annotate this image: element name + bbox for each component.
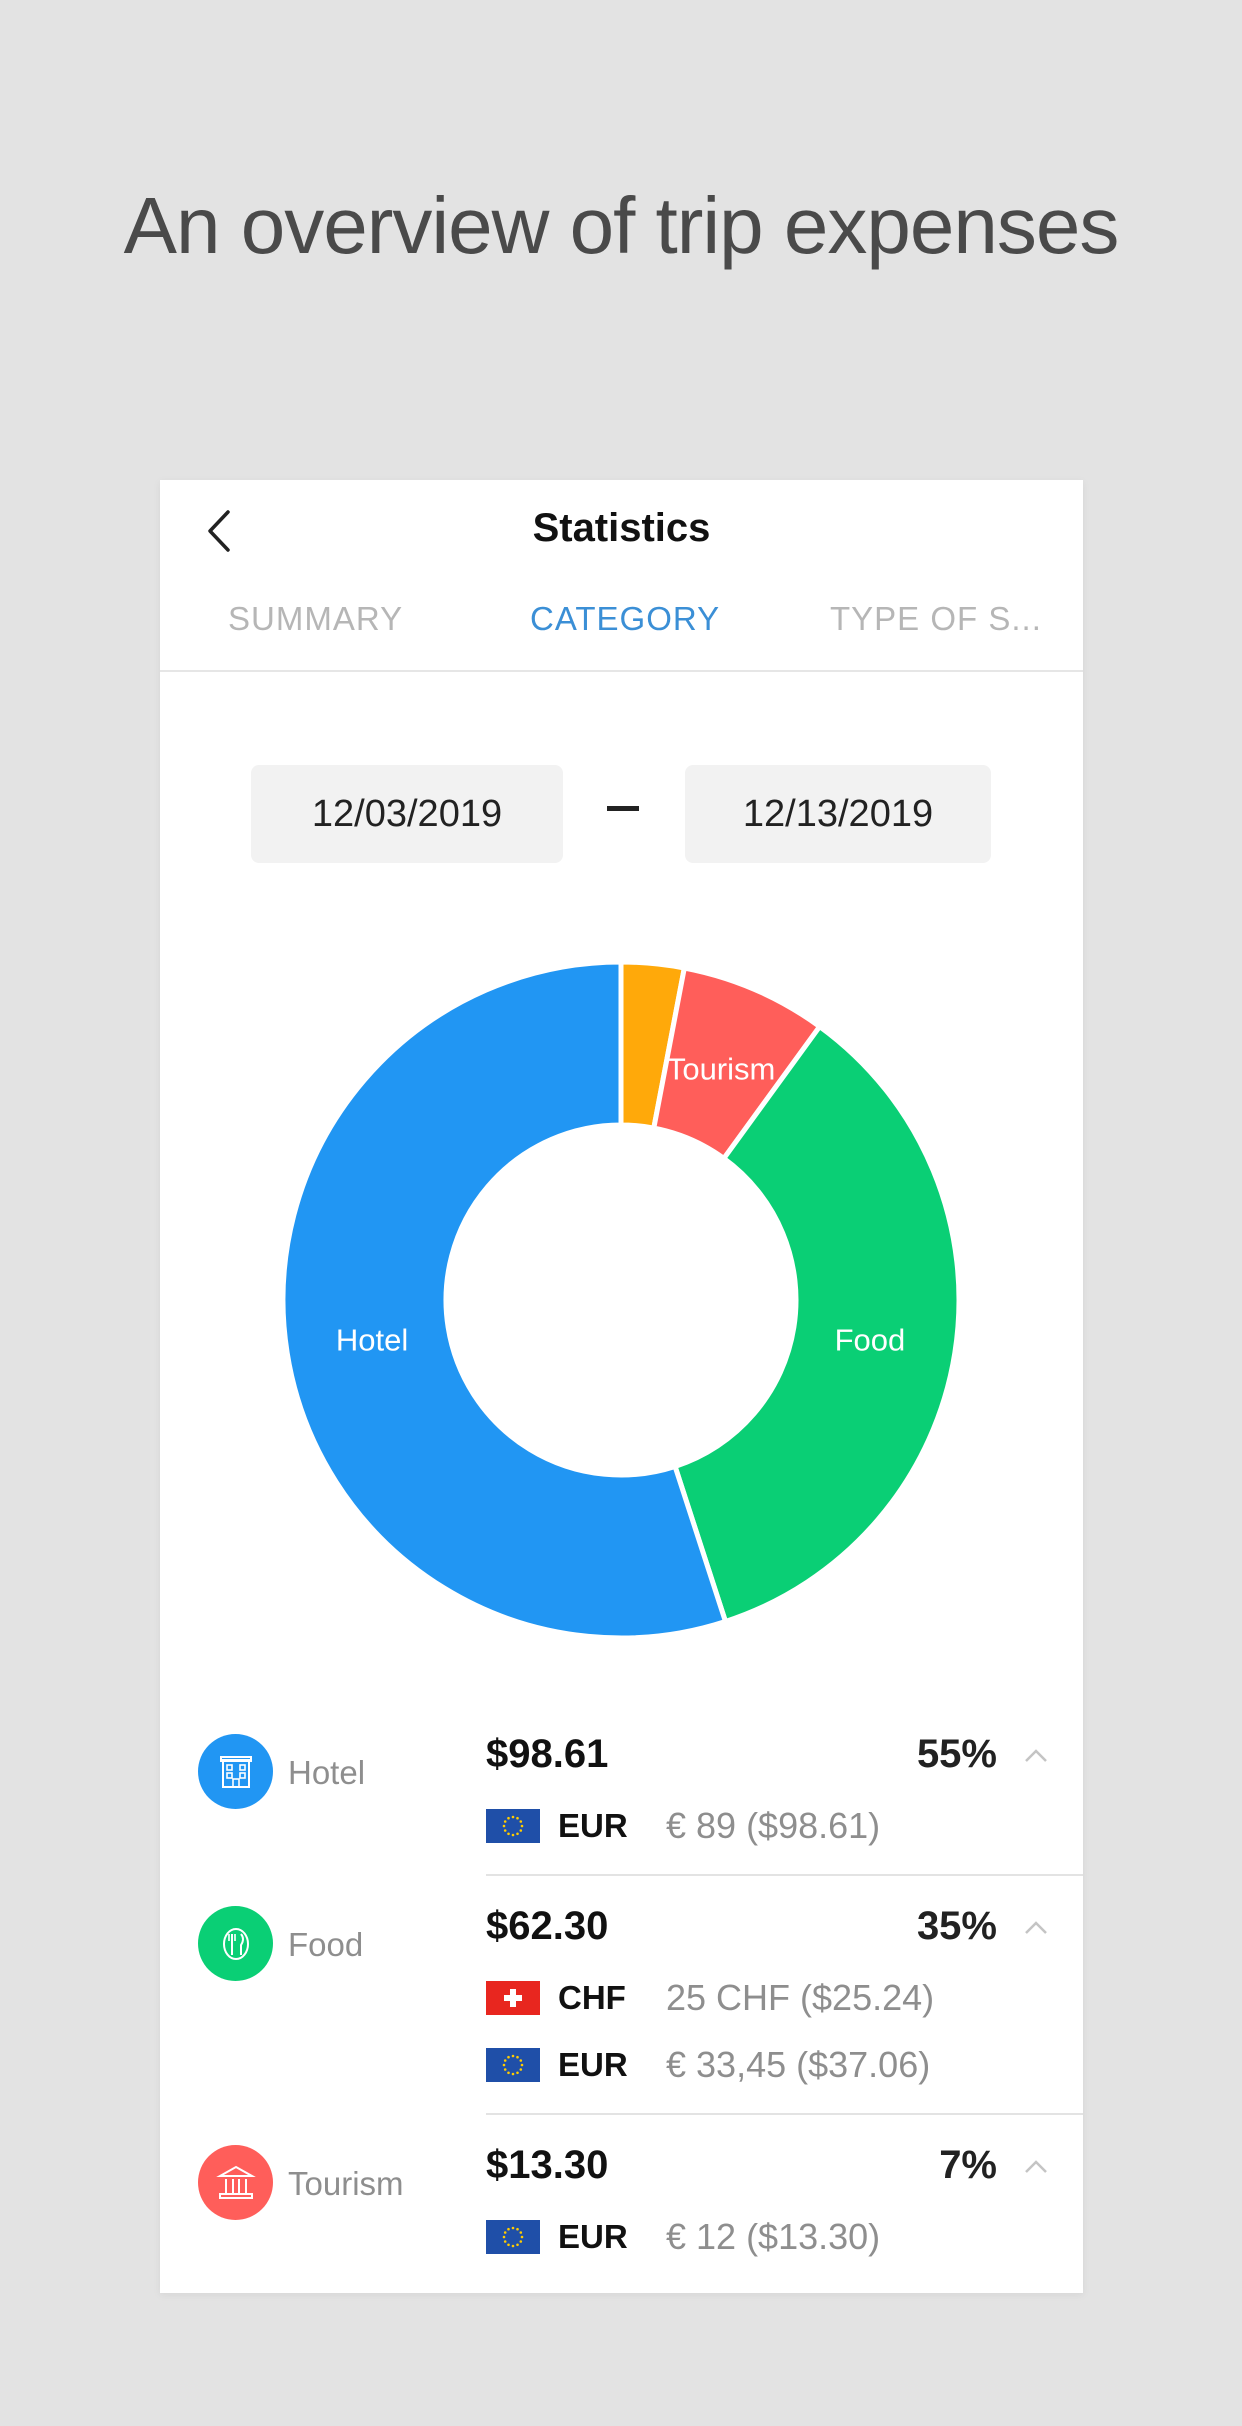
end-date-field[interactable]: 12/13/2019 — [685, 765, 991, 863]
back-button[interactable] — [196, 506, 246, 556]
eu-flag-icon — [486, 1809, 540, 1843]
hotel-icon — [198, 1734, 273, 1809]
category-percent: 7% — [939, 2143, 997, 2187]
category-amount: $13.30 — [486, 2143, 609, 2187]
currency-line: EUR € 89 ($98.61) — [486, 1805, 881, 1846]
chevron-left-icon — [208, 510, 230, 552]
tab-bar: SUMMARY CATEGORY TYPE OF S... — [160, 600, 1083, 672]
row-divider — [486, 1874, 1083, 1876]
currency-code: CHF — [558, 1979, 626, 2016]
date-range-separator — [607, 806, 639, 811]
app-screen: Statistics SUMMARY CATEGORY TYPE OF S...… — [160, 480, 1083, 2293]
currency-value: € 12 ($13.30) — [666, 2216, 881, 2257]
category-amount: $98.61 — [486, 1732, 609, 1776]
category-percent: 55% — [916, 1732, 997, 1776]
currency-value: € 33,45 ($37.06) — [666, 2044, 931, 2085]
donut-slice-food[interactable] — [671, 1023, 962, 1625]
currency-value: 25 CHF ($25.24) — [666, 1977, 935, 2018]
currency-value: € 89 ($98.61) — [666, 1805, 881, 1846]
screen-title: Statistics — [532, 506, 711, 550]
page-headline: An overview of trip expenses — [123, 181, 1120, 270]
currency-code: EUR — [558, 2218, 628, 2255]
tab-summary[interactable]: SUMMARY — [228, 600, 404, 637]
category-percent: 35% — [916, 1904, 997, 1948]
tab-category[interactable]: CATEGORY — [530, 600, 721, 637]
category-amount: $62.30 — [486, 1904, 609, 1948]
eu-flag-icon — [486, 2048, 540, 2082]
donut-label-tourism: Tourism — [667, 1052, 776, 1087]
tab-type-of-spending[interactable]: TYPE OF S... — [830, 600, 1042, 637]
category-name: Tourism — [288, 2165, 404, 2202]
food-icon — [198, 1906, 273, 1981]
swiss-flag-icon — [486, 1981, 540, 2015]
currency-code: EUR — [558, 1807, 628, 1844]
nav-bar: Statistics — [160, 480, 1083, 580]
row-divider — [486, 2113, 1083, 2115]
category-donut-chart: Tourism Food Hotel — [280, 959, 962, 1641]
eu-flag-icon — [486, 2220, 540, 2254]
category-name: Food — [288, 1926, 364, 1963]
donut-slice-hotel[interactable] — [280, 959, 729, 1641]
donut-label-hotel: Hotel — [336, 1322, 408, 1357]
currency-line: EUR € 33,45 ($37.06) — [486, 2044, 931, 2085]
donut-label-food: Food — [835, 1322, 906, 1357]
chevron-up-icon[interactable] — [1023, 2159, 1049, 2175]
currency-code: EUR — [558, 2046, 628, 2083]
start-date-field[interactable]: 12/03/2019 — [251, 765, 563, 863]
currency-line: EUR € 12 ($13.30) — [486, 2216, 881, 2257]
museum-icon — [198, 2145, 273, 2220]
chevron-up-icon[interactable] — [1023, 1920, 1049, 1936]
chevron-up-icon[interactable] — [1023, 1748, 1049, 1764]
currency-line: CHF 25 CHF ($25.24) — [486, 1977, 935, 2018]
category-name: Hotel — [288, 1754, 366, 1791]
